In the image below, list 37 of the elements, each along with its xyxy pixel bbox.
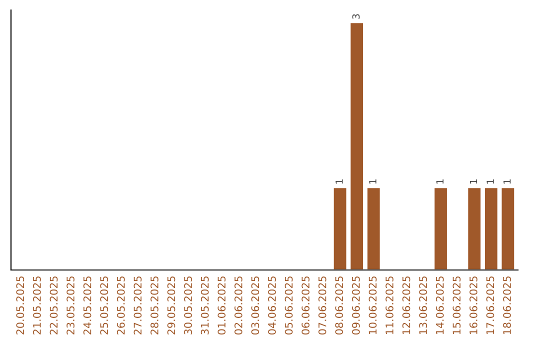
x-tick-label: 12.06.2025 [402, 276, 410, 334]
x-tick-label: 06.06.2025 [302, 276, 310, 335]
x-tick-label: 15.06.2025 [452, 276, 461, 334]
data-label: 3 [352, 14, 360, 19]
data-label: 1 [486, 179, 494, 184]
x-tick-label: 20.05.2025 [16, 276, 24, 334]
x-tick-label: 16.06.2025 [469, 276, 478, 334]
x-tick-label: 09.06.2025 [352, 276, 360, 335]
x-tick-label: 02.06.2025 [234, 276, 242, 335]
x-tick-label: 31.05.2025 [200, 276, 209, 334]
x-tick-label: 10.06.2025 [368, 276, 377, 334]
x-tick-label: 05.06.2025 [284, 276, 293, 335]
x-tick-label: 24.05.2025 [83, 276, 92, 334]
x-tick-label: 17.06.2025 [486, 276, 494, 334]
x-tick-label: 03.06.2025 [251, 276, 260, 335]
x-tick-label: 23.05.2025 [66, 276, 74, 334]
data-label: 1 [470, 179, 478, 184]
x-tick-label: 14.06.2025 [436, 276, 444, 334]
x-tick-label: 04.06.2025 [268, 276, 276, 335]
data-label: 1 [436, 179, 444, 184]
x-tick-label: 11.06.2025 [386, 276, 394, 334]
x-tick-label: 29.05.2025 [167, 276, 176, 334]
x-tick-label: 30.05.2025 [184, 276, 192, 334]
x-tick-label: 13.06.2025 [419, 276, 428, 334]
x-tick-label: 18.06.2025 [503, 276, 511, 334]
x-tick-label: 21.05.2025 [33, 276, 41, 334]
x-tick-label: 27.05.2025 [134, 276, 142, 334]
x-tick-label: 01.06.2025 [218, 276, 226, 335]
x-tick-label: 08.06.2025 [335, 276, 344, 335]
data-label: 1 [336, 179, 343, 184]
x-tick-label: 26.05.2025 [116, 276, 125, 334]
x-tick-label: 07.06.2025 [318, 276, 326, 335]
x-tick-label: 28.05.2025 [150, 276, 158, 334]
x-tick-label: 22.05.2025 [50, 276, 58, 334]
x-tick-label: 25.05.2025 [100, 276, 108, 334]
data-label: 1 [504, 179, 511, 184]
data-label: 1 [369, 179, 376, 184]
